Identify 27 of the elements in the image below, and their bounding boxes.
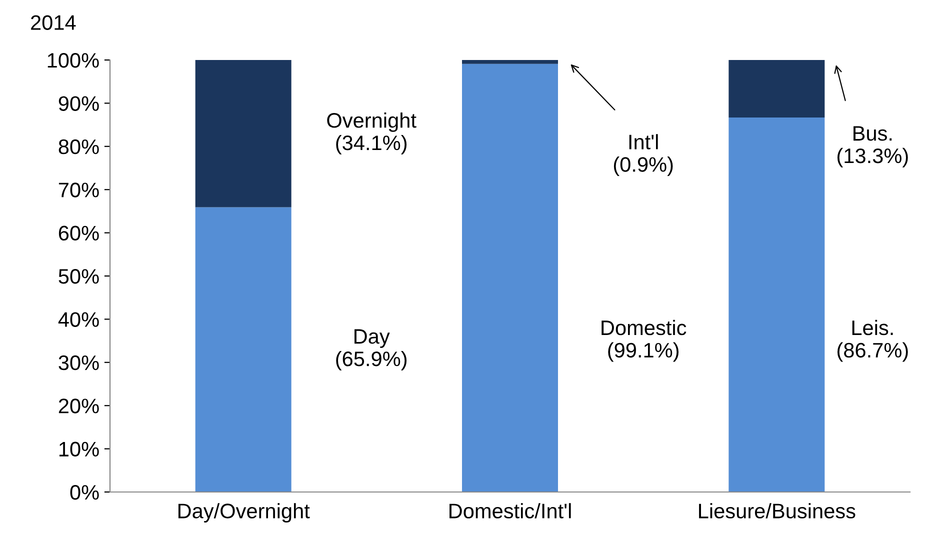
y-tick-label: 80% <box>58 139 99 154</box>
bar <box>462 64 558 492</box>
x-tick-label: Domestic/Int'l <box>450 503 571 518</box>
annotation: Bus. (13.3%) <box>837 126 908 168</box>
y-tick-label: 30% <box>58 355 99 370</box>
annotation: Domestic (99.1%) <box>602 320 686 362</box>
bar <box>195 207 292 492</box>
annotation: Leis. (86.7%) <box>837 320 908 362</box>
y-tick-label: 70% <box>58 182 99 198</box>
x-tick-label: Day/Overnight <box>178 503 310 523</box>
annotation: Overnight (34.1%) <box>327 112 416 154</box>
bar <box>728 117 825 492</box>
y-tick-label: 10% <box>59 442 99 457</box>
y-tick-label: 20% <box>58 398 99 414</box>
y-tick-label: 90% <box>58 96 99 111</box>
y-tick-label: 50% <box>58 269 99 284</box>
y-tick-label: 100% <box>48 53 99 68</box>
y-tick-label: 0% <box>70 485 99 500</box>
chart-title: 2014 <box>31 15 76 30</box>
bar <box>728 60 825 118</box>
annotation: Day (65.9%) <box>336 329 407 370</box>
bar <box>195 60 292 208</box>
x-tick-label: Liesure/Business <box>699 503 856 518</box>
annotation: Int'l (0.9%) <box>614 134 673 176</box>
bar <box>462 60 558 64</box>
y-tick-label: 60% <box>58 226 99 241</box>
y-tick-label: 40% <box>58 312 99 327</box>
